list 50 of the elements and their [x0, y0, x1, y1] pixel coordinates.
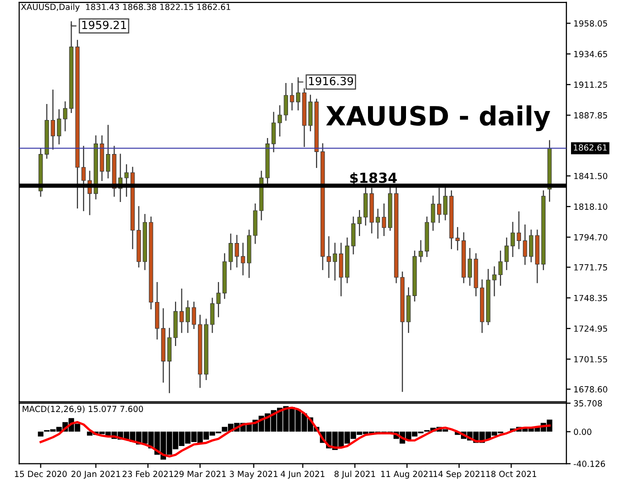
y-tick-label: 0.00: [574, 428, 592, 435]
y-tick-label: 1701.55: [574, 356, 608, 362]
y-tick-label: 1887.85: [574, 112, 608, 118]
candlestick: [430, 196, 436, 231]
y-tick-label: 1841.50: [574, 172, 608, 180]
candlestick: [357, 210, 362, 236]
candlestick: [332, 242, 338, 281]
annotation: 1959.21: [82, 20, 126, 30]
y-tick-label: 35.708: [574, 400, 602, 406]
candlestick: [338, 242, 344, 296]
x-tick-label: 15 Dec 2020: [14, 470, 67, 478]
y-tick-label: 1771.75: [574, 264, 608, 271]
y-tick-label: 1794.70: [574, 234, 608, 240]
candlestick: [290, 83, 294, 110]
y-tick-label: 1678.60: [574, 386, 608, 392]
y-tick-label: 1958.05: [574, 20, 608, 27]
candlestick: [192, 302, 196, 329]
x-tick-label: 23 Feb 2021: [122, 470, 174, 478]
candlestick: [382, 203, 386, 236]
candlestick: [50, 90, 56, 150]
text: XAUUSD - daily: [326, 105, 550, 132]
y-tick-label: 1748.35: [574, 294, 608, 302]
x-tick-label: 4 Jun 2021: [280, 470, 324, 479]
candlestick: [81, 146, 86, 212]
candlestick: [124, 164, 129, 197]
x-tick-label: 8 Jul 2021: [334, 470, 376, 479]
y-tick-label: 1818.10: [574, 204, 608, 210]
y-tick-label: -40.126: [574, 460, 605, 467]
x-tick-label: 29 Mar 2021: [174, 470, 226, 478]
y-tick-label: 1911.25: [574, 82, 608, 88]
candlestick: [455, 227, 460, 250]
x-tick-label: 14 Sep 2021: [434, 470, 485, 479]
x-tick-label: 18 Oct 2021: [486, 470, 536, 478]
candlestick: [216, 282, 221, 318]
chart-title: MACD(12,26,9) 15.077 7.600: [22, 406, 143, 414]
chart-subtitle: XAUUSD,Daily 1831.43 1868.38 1822.15 1862.61: [21, 4, 230, 12]
x-tick-label: 20 Jan 2021: [71, 470, 120, 479]
annotation: 1916.39: [309, 76, 354, 86]
x-tick-label: 11 Aug 2021: [381, 470, 433, 479]
candlestick: [308, 94, 313, 132]
ref-line-label: $1834: [350, 172, 397, 185]
y-tick-label: 1724.95: [574, 325, 608, 332]
ref-line-label: 1862.61: [574, 144, 607, 151]
y-tick-label: 1934.65: [574, 50, 608, 58]
candlestick: [56, 109, 62, 144]
candlestick: [522, 224, 528, 265]
candlestick: [498, 250, 503, 286]
candlestick: [240, 242, 246, 276]
bar: [38, 432, 44, 436]
x-tick-label: 3 May 2021: [230, 470, 278, 479]
